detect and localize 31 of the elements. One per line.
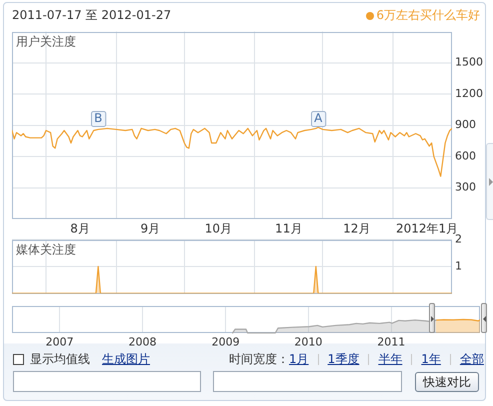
y-tick-label: 300	[455, 180, 476, 194]
x-tick-label: 8月	[70, 221, 90, 236]
y-tick-label: 1200	[455, 86, 483, 100]
annotation: A	[314, 111, 324, 126]
text: 显示均值线	[30, 351, 90, 368]
y-tick-label: 1500	[455, 56, 483, 69]
x-tick-label: 2007	[46, 335, 74, 348]
y-tick-label: 1	[455, 259, 462, 272]
text: 生成图片	[102, 351, 150, 368]
x-tick-label: 2010	[294, 335, 322, 348]
text: 快速对比	[415, 372, 479, 392]
text: 1月	[289, 351, 309, 368]
y-axis-title: 媒体关注度	[16, 242, 76, 257]
chart-title: 2011-07-17 至 2012-01-27	[12, 7, 172, 24]
x-tick-label: 10月	[204, 221, 232, 236]
text: 1年	[421, 351, 441, 368]
x-tick-label: 2011	[377, 335, 406, 348]
annotation: B	[94, 111, 102, 126]
x-tick-label: 11月	[275, 221, 302, 236]
text: 全部	[460, 351, 484, 368]
text: 1季度	[328, 351, 360, 368]
y-tick-label: 600	[455, 149, 476, 162]
y-axis-title: 用户关注度	[16, 34, 76, 49]
text: 时间宽度：	[229, 351, 289, 368]
x-tick-label: 12月	[343, 221, 370, 236]
x-tick-label: 2009	[212, 335, 240, 348]
y-tick-label: 900	[455, 118, 476, 132]
text: 半年	[378, 351, 402, 368]
x-tick-label: 9月	[140, 221, 160, 236]
legend-label: 6万左右买什么车好	[376, 7, 480, 24]
x-tick-label: 2008	[128, 335, 157, 348]
